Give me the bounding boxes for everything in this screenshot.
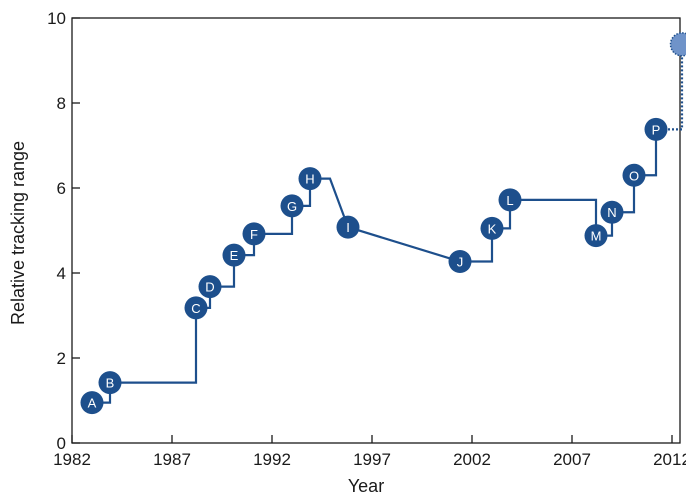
series-line	[92, 129, 658, 404]
point-label: I	[346, 220, 350, 235]
projected-point	[669, 32, 686, 57]
point-label: M	[591, 229, 602, 244]
point-label: H	[305, 172, 314, 187]
point-marker	[242, 222, 266, 246]
point-marker	[600, 200, 624, 224]
data-point-e: E	[222, 243, 246, 267]
data-point-b: B	[98, 371, 122, 395]
point-label: K	[488, 221, 497, 236]
y-tick-label: 10	[47, 9, 66, 28]
point-marker	[98, 371, 122, 395]
point-marker	[480, 216, 504, 240]
point-marker	[184, 296, 208, 320]
y-tick-label: 2	[57, 349, 66, 368]
point-marker	[80, 391, 104, 415]
point-marker	[298, 167, 322, 191]
point-label: L	[506, 193, 513, 208]
point-marker	[584, 224, 608, 248]
y-tick-label: 0	[57, 434, 66, 453]
x-axis-title: Year	[348, 476, 384, 496]
axes: 1982 1987 1992 1997 2002 2007 2012 0 2 4 6 8 10	[47, 9, 686, 469]
data-point-k: K	[480, 216, 504, 240]
point-marker	[622, 163, 646, 187]
x-tick-label: 1982	[53, 450, 91, 469]
point-marker	[222, 243, 246, 267]
data-point-i: I	[336, 215, 360, 239]
x-tick-label: 2012	[653, 450, 686, 469]
y-axis-title: Relative tracking range	[8, 141, 28, 325]
point-label: J	[457, 255, 464, 270]
projection-line	[656, 44, 684, 131]
data-point-l: L	[498, 188, 522, 212]
point-label: G	[287, 199, 297, 214]
data-point-p: P	[644, 117, 668, 141]
data-point-c: C	[184, 296, 208, 320]
x-tick-label: 1997	[353, 450, 391, 469]
point-label: E	[230, 248, 239, 263]
plot-frame	[71, 17, 681, 444]
point-marker	[644, 117, 668, 141]
point-label: A	[88, 396, 97, 411]
plot-area: AB CD EF GH I J KL MN O P	[80, 32, 686, 415]
point-marker	[198, 275, 222, 299]
point-marker	[448, 250, 472, 274]
data-point-a: A	[80, 391, 104, 415]
x-tick-label: 1992	[253, 450, 291, 469]
point-label: O	[629, 168, 639, 183]
data-point-m: M	[584, 224, 608, 248]
data-point-n: N	[600, 200, 624, 224]
data-point-j: J	[448, 250, 472, 274]
y-tick-label: 8	[57, 94, 66, 113]
data-point-o: O	[622, 163, 646, 187]
x-tick-label: 2002	[453, 450, 491, 469]
x-tick-label: 2007	[553, 450, 591, 469]
data-point-g: G	[280, 194, 304, 218]
point-marker	[280, 194, 304, 218]
point-label: F	[250, 227, 258, 242]
point-label: N	[607, 205, 616, 220]
data-point-d: D	[198, 275, 222, 299]
data-point-h: H	[298, 167, 322, 191]
point-label: B	[106, 376, 115, 391]
point-marker	[336, 215, 360, 239]
point-marker	[498, 188, 522, 212]
projected-marker	[669, 32, 686, 57]
point-label: D	[205, 280, 214, 295]
point-label: P	[652, 122, 661, 137]
x-tick-label: 1987	[153, 450, 191, 469]
point-label: C	[191, 301, 200, 316]
y-tick-label: 6	[57, 179, 66, 198]
y-tick-label: 4	[57, 264, 66, 283]
data-point-f: F	[242, 222, 266, 246]
